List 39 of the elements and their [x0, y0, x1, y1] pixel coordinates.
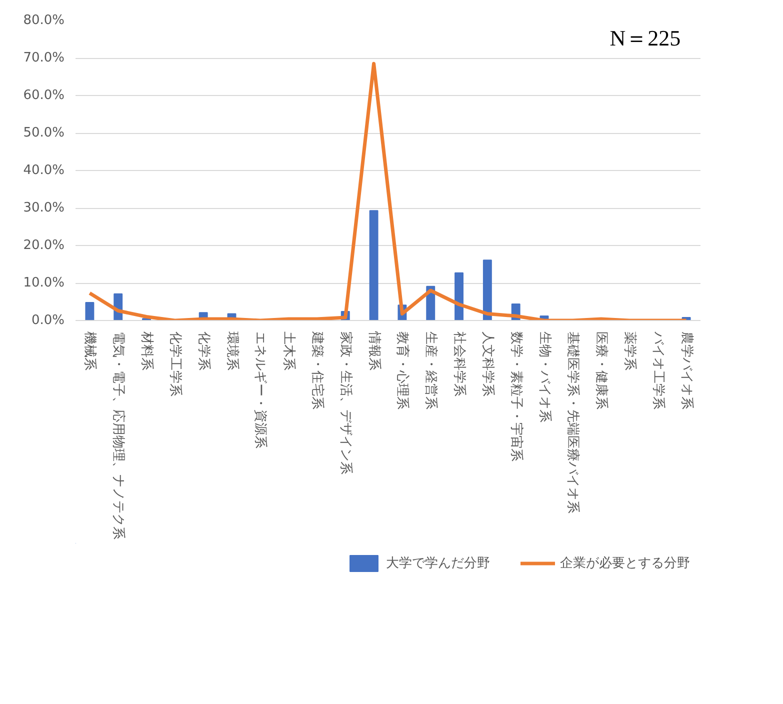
- y-tick-label: 20.0%: [23, 238, 65, 253]
- x-tick-label: 化学系: [196, 332, 211, 370]
- y-tick-label: 30.0%: [23, 200, 65, 216]
- x-tick-label: 電気・電子、応用物理、ナノテク系: [110, 332, 127, 540]
- bar: [454, 272, 464, 320]
- bar: [482, 260, 492, 320]
- x-tick-label: 家政・生活、デザイン系: [338, 332, 354, 474]
- y-tick-label: 60.0%: [23, 88, 65, 103]
- line-series: [88, 62, 688, 320]
- y-tick-label: 80.0%: [23, 13, 65, 28]
- x-tick-label: 生物・バイオ系: [536, 332, 552, 422]
- x-tick-label: 農学バイオ系: [678, 332, 694, 410]
- annotation: N＝225: [610, 26, 681, 50]
- x-tick-label: 教育・心理系: [394, 332, 411, 410]
- x-tick-label: 建築・住宅系: [309, 330, 326, 410]
- x-tick-label: 化学工学系: [167, 332, 182, 396]
- x-tick-label: エネルギー・資源系: [252, 332, 268, 448]
- y-tick-label: 0.0%: [31, 313, 65, 328]
- bar: [369, 210, 378, 320]
- y-tick-label: 70.0%: [23, 50, 65, 66]
- x-tick-label: 数学・素粒子・宇宙系: [508, 332, 524, 462]
- x-tick-label: 基礎医学系・先端医療バイオ系: [565, 332, 580, 514]
- x-tick-label: 生産・経営系: [423, 332, 440, 410]
- bar: [85, 302, 94, 320]
- x-tick-label: 情報系: [366, 330, 382, 370]
- y-tick-label: 10.0%: [23, 276, 65, 290]
- x-tick-label: 材料系: [139, 330, 154, 370]
- x-tick-label: 土木系: [281, 332, 296, 370]
- x-tick-label: 人文科学系: [480, 332, 495, 396]
- x-tick-label: 医療・健康系: [594, 332, 609, 410]
- legend-label: 企業が必要とする分野: [560, 555, 690, 572]
- x-tick-label: バイオ工学系: [650, 330, 666, 410]
- x-tick-label: 機械系: [82, 332, 98, 370]
- legend-label: 大学で学んだ分野: [386, 555, 490, 572]
- y-tick-label: 40.0%: [23, 163, 65, 178]
- x-tick-label: 薬学系: [622, 332, 637, 370]
- x-tick-label: 環境系: [224, 332, 240, 370]
- y-tick-label: 50.0%: [23, 126, 65, 140]
- x-tick-label: 社会科学系: [452, 332, 467, 396]
